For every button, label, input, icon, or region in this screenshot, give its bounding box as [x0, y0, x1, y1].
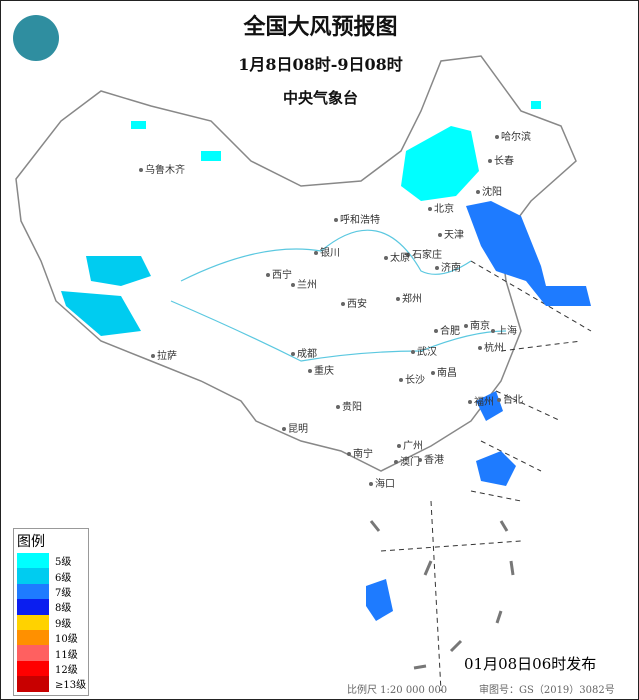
legend-swatch — [17, 568, 49, 584]
city-label: 贵阳 — [336, 398, 362, 413]
cma-logo-icon — [13, 15, 59, 61]
city-label: 成都 — [291, 345, 317, 360]
issued-time: 01月08日06时发布 — [464, 655, 597, 673]
sea-zone-lines — [380, 260, 592, 692]
legend-label: 7级 — [55, 587, 72, 599]
city-label: 昆明 — [282, 420, 308, 435]
nine-dash-line — [369, 520, 515, 670]
legend-label: ≥13级 — [55, 680, 87, 692]
legend-swatch — [17, 629, 49, 646]
city-label: 上海 — [491, 322, 517, 337]
legend-item: 8级 — [14, 599, 88, 615]
wind-area-5-inner-mongolia — [401, 126, 479, 201]
city-label: 台北 — [497, 391, 523, 406]
legend: 图例 5级 6级 7级 8级 9级 10级 11级 12级 ≥13级 — [13, 528, 89, 696]
legend-label: 9级 — [55, 618, 72, 630]
forecast-period: 1月8日08时-9日08时 — [238, 55, 403, 74]
legend-swatch — [17, 553, 49, 569]
wind-area-8-south-china-sea — [476, 451, 516, 486]
city-label: 兰州 — [291, 276, 317, 291]
legend-item: 7级 — [14, 583, 88, 600]
city-label: 南宁 — [347, 445, 373, 460]
legend-item: 9级 — [14, 614, 88, 630]
legend-swatch — [17, 660, 49, 677]
wind-area-6-xinjiang — [61, 256, 151, 336]
city-label: 石家庄 — [406, 246, 442, 261]
legend-item: 5级 — [14, 553, 88, 569]
legend-swatch — [17, 583, 49, 600]
legend-label: 5级 — [55, 557, 72, 569]
legend-swatch — [17, 599, 49, 615]
legend-item: 6级 — [14, 568, 88, 584]
city-label: 呼和浩特 — [334, 211, 380, 226]
city-label: 天津 — [438, 226, 464, 241]
legend-swatch — [17, 645, 49, 661]
city-label: 长沙 — [399, 371, 425, 386]
legend-label: 8级 — [55, 603, 72, 615]
legend-item: 12级 — [14, 660, 88, 677]
river-yangtze — [170, 300, 507, 362]
river-yellow — [180, 229, 472, 282]
city-label: 福州 — [468, 393, 494, 408]
map-scale: 比例尺 1:20 000 000 — [347, 685, 448, 696]
city-label: 香港 — [418, 451, 444, 466]
legend-item: ≥13级 — [14, 676, 88, 692]
city-label: 银川 — [314, 244, 340, 259]
wind-area-8-bohai-yellow-sea — [466, 201, 591, 306]
legend-swatch — [17, 614, 49, 630]
city-label: 武汉 — [411, 343, 437, 358]
city-label: 南昌 — [431, 364, 457, 379]
city-label: 哈尔滨 — [495, 128, 531, 143]
city-label: 杭州 — [478, 339, 504, 354]
city-label: 沈阳 — [476, 183, 502, 198]
city-label: 郑州 — [396, 290, 422, 305]
city-label: 澳门 — [394, 453, 420, 468]
city-label: 南京 — [464, 317, 490, 332]
map-review-number: 审图号：GS（2019）3082号 — [479, 685, 615, 696]
legend-label: 10级 — [55, 634, 78, 646]
city-label: 广州 — [397, 437, 423, 452]
city-label: 太原 — [384, 249, 410, 264]
city-label: 济南 — [435, 259, 461, 274]
city-label: 重庆 — [308, 362, 334, 377]
legend-title: 图例 — [17, 534, 45, 550]
city-label: 西宁 — [266, 266, 292, 281]
city-label: 北京 — [428, 200, 454, 215]
city-label: 西安 — [341, 295, 367, 310]
legend-swatch — [17, 676, 49, 692]
city-label: 拉萨 — [151, 347, 177, 362]
city-label: 海口 — [369, 475, 395, 490]
city-label: 长春 — [488, 152, 514, 167]
city-label: 乌鲁木齐 — [139, 161, 185, 176]
legend-item: 11级 — [14, 645, 88, 661]
legend-label: 12级 — [55, 664, 78, 676]
legend-label: 6级 — [55, 572, 72, 584]
city-label: 合肥 — [434, 322, 460, 337]
legend-label: 11级 — [55, 649, 78, 661]
map-title: 全国大风预报图 — [243, 14, 398, 40]
issuer: 中央气象台 — [282, 89, 358, 107]
legend-item: 10级 — [14, 629, 88, 646]
wind-area-8-gulf-thailand — [366, 579, 393, 621]
